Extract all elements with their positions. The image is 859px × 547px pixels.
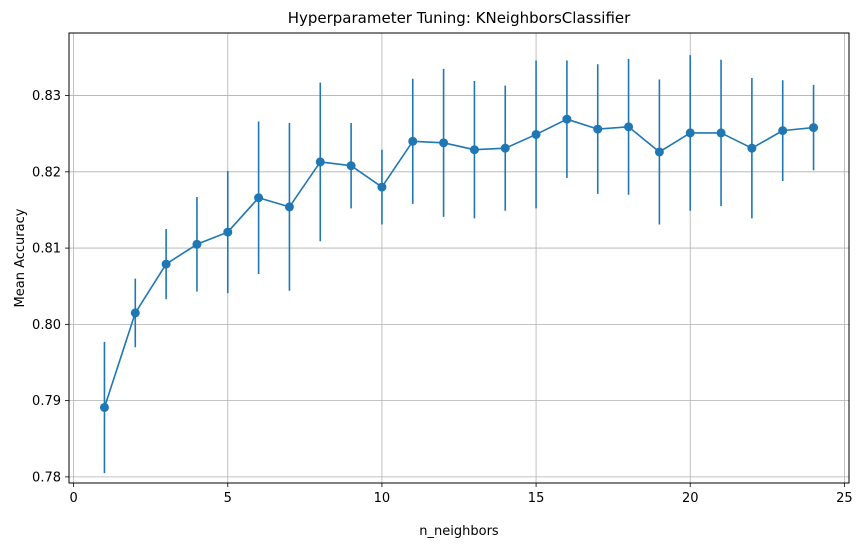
data-point [439, 138, 449, 148]
y-axis-title: Mean Accuracy [13, 208, 28, 307]
data-point [778, 126, 788, 136]
x-tick-label: 10 [374, 491, 391, 506]
y-tick-label: 0.83 [32, 89, 61, 104]
data-point [315, 157, 325, 167]
data-point [562, 114, 572, 124]
data-point [161, 259, 171, 269]
data-point [469, 145, 479, 155]
y-tick-label: 0.80 [32, 318, 61, 333]
y-tick-label: 0.79 [32, 394, 61, 409]
data-point [377, 182, 387, 192]
chart-title: Hyperparameter Tuning: KNeighborsClassif… [288, 9, 631, 27]
data-points [99, 114, 819, 412]
data-point [654, 147, 664, 157]
series-line-layer [103, 118, 814, 408]
x-tick-label: 25 [836, 491, 853, 506]
y-ticks: 0.78 0.79 0.80 0.81 0.82 0.83 [32, 89, 69, 485]
data-point [254, 193, 264, 203]
data-point [593, 124, 603, 134]
data-point [284, 202, 294, 212]
data-point [531, 129, 541, 139]
data-point [192, 239, 202, 249]
y-tick-label: 0.82 [32, 165, 61, 180]
data-point [223, 227, 233, 237]
data-point [130, 308, 140, 318]
data-point [408, 136, 418, 146]
data-point [685, 128, 695, 138]
y-tick-label: 0.78 [32, 470, 61, 485]
grid [69, 33, 849, 483]
x-axis-title: n_neighbors [419, 524, 499, 539]
data-point [500, 143, 510, 153]
x-tick-label: 15 [528, 491, 545, 506]
data-point [747, 143, 757, 153]
y-tick-label: 0.81 [32, 242, 61, 257]
x-tick-label: 5 [224, 491, 232, 506]
data-point [99, 402, 109, 412]
x-tick-label: 0 [69, 491, 77, 506]
x-ticks: 0 5 10 15 20 25 [69, 483, 853, 506]
data-point [346, 161, 356, 171]
series-line [103, 118, 814, 408]
x-tick-label: 20 [682, 491, 699, 506]
data-point [716, 128, 726, 138]
plot-frame [68, 32, 850, 484]
data-point [624, 122, 634, 132]
data-point [809, 123, 819, 133]
